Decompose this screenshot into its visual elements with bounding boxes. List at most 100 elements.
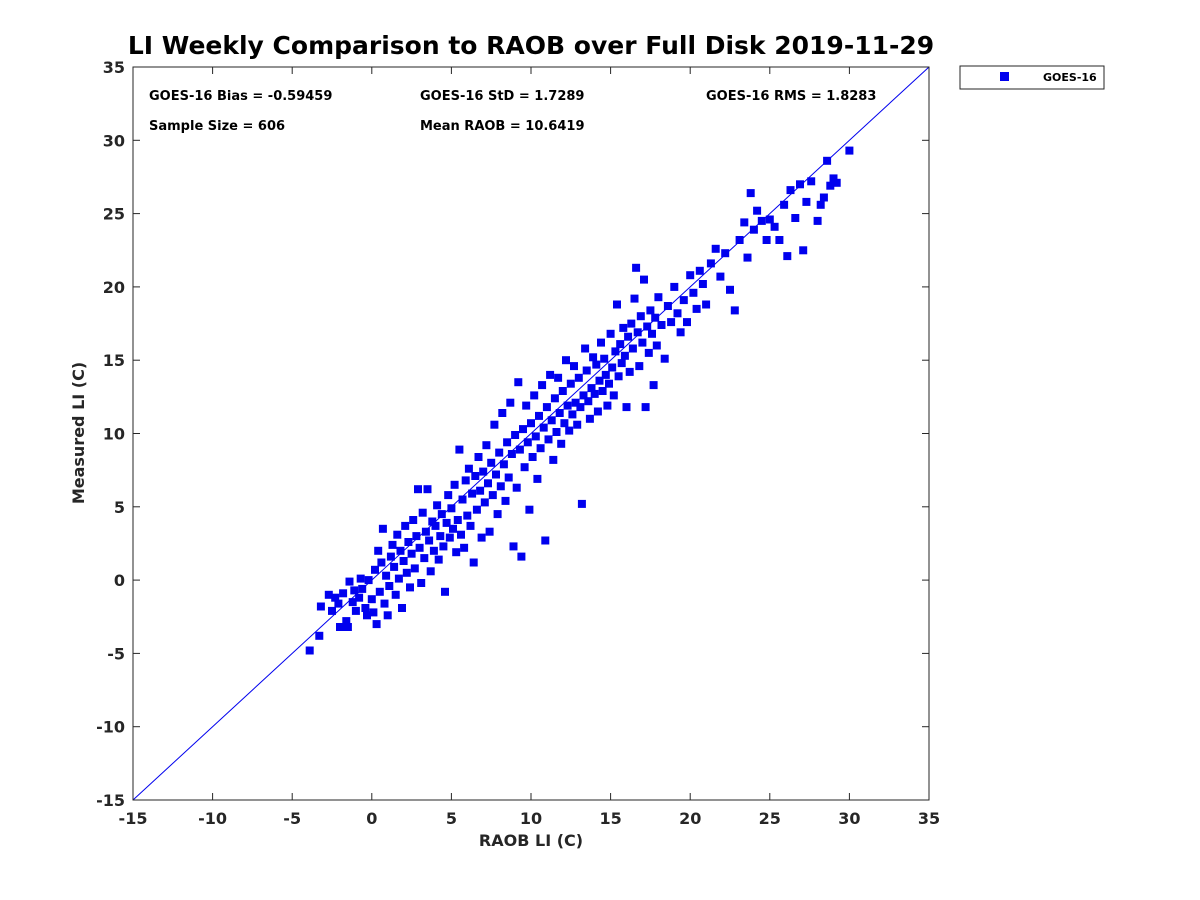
data-point — [574, 373, 583, 382]
data-point — [649, 381, 658, 390]
y-tick-label: 30 — [103, 131, 125, 150]
data-point — [331, 593, 340, 602]
data-point — [657, 321, 666, 329]
x-tick-label: -5 — [283, 809, 301, 828]
data-point — [383, 611, 392, 620]
data-point — [402, 568, 411, 577]
data-point — [757, 216, 766, 225]
data-point — [630, 294, 639, 303]
data-point — [554, 373, 563, 382]
data-point — [455, 445, 464, 454]
data-point — [640, 275, 648, 284]
data-point — [711, 244, 720, 253]
data-point — [566, 379, 575, 388]
data-point — [619, 323, 628, 332]
data-point — [471, 472, 480, 480]
data-point — [391, 590, 400, 599]
data-point — [823, 156, 832, 165]
data-point — [581, 344, 590, 353]
data-point — [624, 332, 633, 341]
data-point — [426, 567, 435, 576]
data-point — [544, 435, 553, 444]
data-point — [485, 527, 494, 536]
x-tick-label: 20 — [679, 809, 701, 828]
data-point — [571, 398, 580, 407]
data-point — [644, 348, 653, 357]
data-point — [514, 378, 523, 387]
data-point — [369, 608, 378, 617]
data-point — [617, 359, 626, 368]
data-point — [407, 549, 416, 558]
data-point — [453, 516, 462, 524]
data-point — [606, 329, 615, 338]
data-point — [421, 527, 430, 536]
data-point — [495, 448, 504, 457]
data-point — [345, 577, 354, 586]
data-point — [786, 186, 795, 195]
data-point — [663, 302, 672, 310]
data-point — [753, 206, 762, 215]
data-point — [519, 425, 527, 434]
data-point — [620, 351, 629, 360]
data-point — [635, 362, 644, 371]
data-point — [479, 467, 488, 476]
data-point — [807, 177, 816, 186]
data-point — [463, 511, 472, 520]
data-point — [562, 356, 570, 365]
data-point — [488, 491, 497, 500]
data-point — [328, 606, 336, 615]
data-point — [706, 259, 715, 268]
data-point — [570, 362, 578, 371]
data-point — [819, 193, 828, 202]
data-point — [780, 200, 789, 209]
data-point — [436, 532, 445, 541]
data-point — [457, 530, 465, 539]
data-point — [600, 354, 609, 363]
data-point — [449, 524, 457, 533]
data-point — [726, 285, 734, 294]
data-point — [654, 293, 663, 302]
data-point — [409, 516, 418, 524]
data-point — [466, 521, 475, 530]
y-tick-label: -10 — [96, 718, 125, 737]
data-point — [371, 565, 379, 574]
data-point — [428, 517, 437, 526]
data-point — [477, 533, 486, 542]
data-point — [608, 363, 617, 372]
chart-title: LI Weekly Comparison to RAOB over Full D… — [128, 31, 934, 60]
data-point — [509, 542, 518, 551]
data-point — [507, 450, 516, 458]
x-tick-label: -10 — [198, 809, 227, 828]
data-point — [480, 498, 489, 507]
data-point — [547, 416, 556, 425]
one-to-one-line — [132, 66, 930, 801]
data-point — [390, 562, 399, 571]
data-point — [493, 510, 502, 519]
data-point — [351, 606, 360, 615]
data-point — [425, 536, 434, 545]
data-point — [461, 476, 470, 485]
data-point — [585, 414, 594, 423]
legend-label-goes-16: GOES-16 — [1043, 71, 1097, 84]
data-point — [348, 598, 357, 607]
data-point — [363, 611, 371, 620]
data-point — [636, 312, 645, 321]
data-point — [603, 401, 612, 410]
data-point — [450, 480, 459, 489]
data-point — [517, 552, 526, 561]
x-tick-label: 25 — [759, 809, 781, 828]
data-point — [716, 272, 725, 281]
data-point — [633, 328, 642, 337]
data-point — [523, 438, 532, 447]
data-point — [770, 222, 779, 231]
data-point — [592, 360, 601, 369]
data-point — [367, 595, 376, 604]
data-point — [652, 341, 661, 350]
data-point — [573, 420, 582, 429]
data-point — [643, 322, 652, 331]
data-point — [651, 313, 660, 322]
data-point — [638, 338, 647, 347]
data-point — [533, 474, 542, 483]
data-point — [511, 431, 520, 439]
